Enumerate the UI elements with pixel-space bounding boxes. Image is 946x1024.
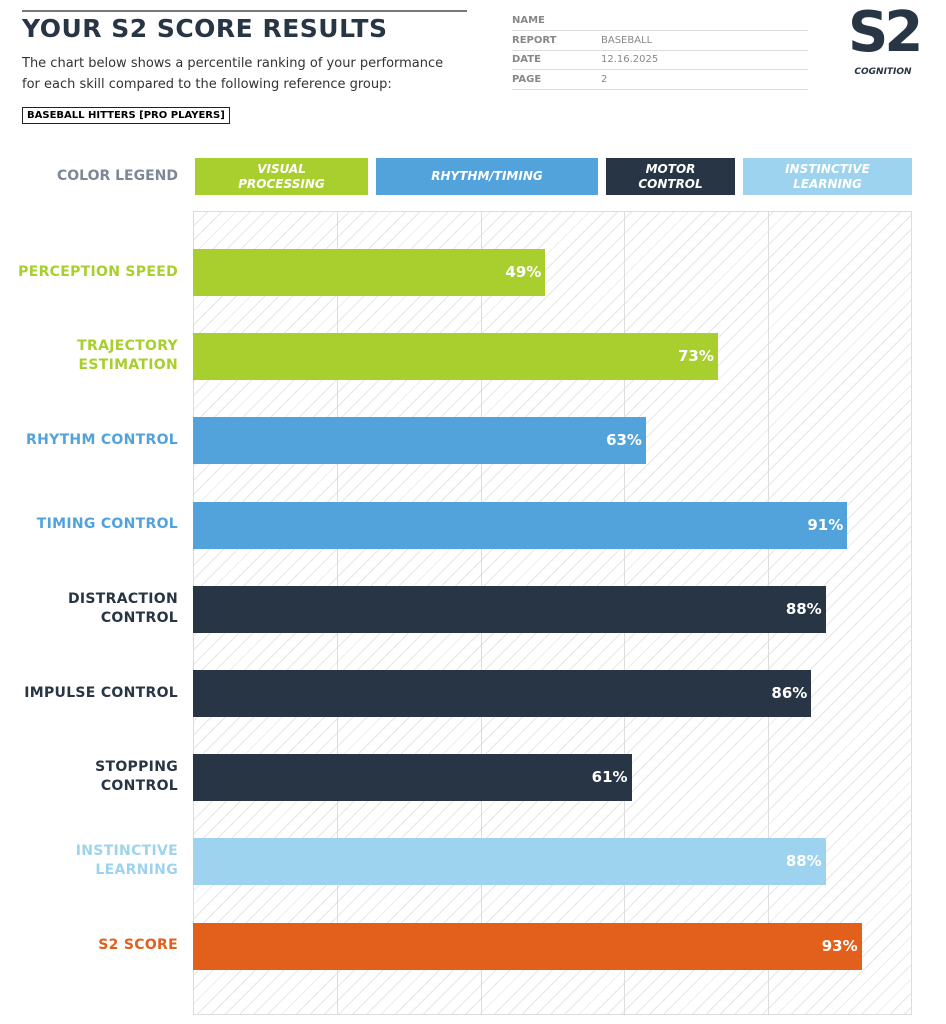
info-value: 12.16.2025 xyxy=(601,54,659,65)
legend-swatch: MOTOR CONTROL xyxy=(606,158,735,195)
info-label: NAME xyxy=(512,15,545,26)
info-label: REPORT xyxy=(512,34,557,46)
bar xyxy=(193,670,812,717)
info-value: 2 xyxy=(601,73,608,85)
logo-mark: S2 xyxy=(848,0,923,65)
header-rule xyxy=(22,10,467,12)
value-label: 63% xyxy=(606,431,642,450)
legend-swatch: RHYTHM/TIMING xyxy=(376,158,598,195)
value-label: 61% xyxy=(591,768,628,787)
category-label: IMPULSE CONTROL xyxy=(24,684,178,701)
legend-label: VISUAL PROCESSING xyxy=(238,161,325,191)
value-label: 88% xyxy=(785,852,822,871)
bar xyxy=(193,585,826,633)
value-label: 93% xyxy=(821,936,858,955)
legend-swatch: INSTINCTIVE LEARNING xyxy=(743,158,912,195)
info-row: NAME xyxy=(512,11,808,31)
category-label: INSTINCTIVE LEARNING xyxy=(75,843,178,879)
info-row: DATE 12.16.2025 xyxy=(512,50,808,70)
bar xyxy=(193,333,718,381)
info-label: DATE xyxy=(512,54,541,65)
bar xyxy=(193,501,848,549)
category-label: RHYTHM CONTROL xyxy=(26,431,178,448)
category-label: TRAJECTORY ESTIMATION xyxy=(77,338,178,374)
bar xyxy=(193,922,862,970)
value-label: 88% xyxy=(785,599,822,618)
bar xyxy=(193,838,826,886)
legend-title: COLOR LEGEND xyxy=(56,168,178,184)
reference-group: BASEBALL HITTERS [PRO PLAYERS] xyxy=(22,107,230,124)
page-title: YOUR S2 SCORE RESULTS xyxy=(22,14,388,43)
category-label: DISTRACTION CONTROL xyxy=(67,590,178,626)
legend-label: INSTINCTIVE LEARNING xyxy=(785,161,870,191)
legend-label: RHYTHM/TIMING xyxy=(431,169,543,183)
category-label: STOPPING CONTROL xyxy=(95,759,178,795)
description: The chart below shows a percentile ranki… xyxy=(22,56,444,92)
bar xyxy=(193,417,646,465)
value-label: 49% xyxy=(505,263,542,281)
legend-swatch: VISUAL PROCESSING xyxy=(195,158,368,195)
category-label: S2 SCORE xyxy=(98,937,178,954)
info-label: PAGE xyxy=(512,73,542,85)
info-row: REPORT BASEBALL xyxy=(512,31,808,51)
category-label: TIMING CONTROL xyxy=(36,516,178,533)
category-label: PERCEPTION SPEED xyxy=(18,263,178,280)
bar xyxy=(193,249,546,296)
info-row: PAGE 2 xyxy=(512,70,808,90)
logo-text: COGNITION xyxy=(854,67,912,77)
value-label: 73% xyxy=(677,347,714,366)
bar xyxy=(193,754,632,802)
grid-line xyxy=(911,211,912,1015)
value-label: 91% xyxy=(807,515,844,534)
value-label: 86% xyxy=(771,684,808,702)
info-value: BASEBALL xyxy=(601,34,653,46)
legend-label: MOTOR CONTROL xyxy=(638,161,703,191)
